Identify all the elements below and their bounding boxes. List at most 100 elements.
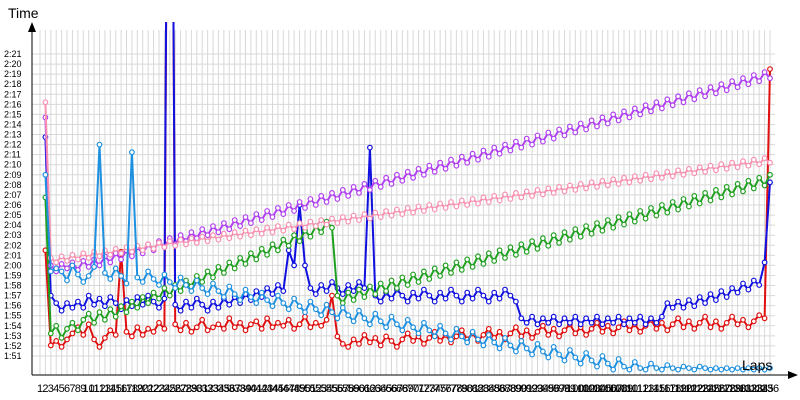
data-point (345, 192, 352, 199)
data-point (648, 108, 654, 115)
data-point (729, 313, 735, 320)
data-point (426, 335, 433, 341)
data-point (680, 363, 687, 370)
y-tick-label: 2:13 (4, 130, 22, 140)
data-point (713, 297, 719, 304)
data-point (210, 223, 216, 230)
x-tick-label: 73 (423, 383, 435, 395)
data-point (734, 321, 741, 328)
y-tick-label: 2:03 (4, 230, 22, 240)
data-point (356, 286, 362, 293)
x-tick-label: 28 (180, 383, 192, 395)
data-point (183, 298, 189, 305)
data-point (421, 171, 427, 178)
data-point (626, 366, 633, 373)
x-tick-label: 97 (553, 383, 565, 395)
x-tick-label: 99 (564, 383, 576, 395)
data-point (572, 313, 579, 320)
data-point (507, 342, 514, 349)
data-point (750, 277, 757, 284)
data-point (361, 315, 368, 322)
data-point (231, 324, 238, 331)
data-point (718, 81, 725, 88)
data-point (496, 328, 503, 335)
data-point (69, 304, 76, 311)
data-point (415, 295, 422, 302)
data-point (388, 277, 395, 284)
data-point (421, 319, 427, 326)
data-point (729, 78, 735, 85)
data-point (188, 235, 195, 242)
data-point (469, 295, 476, 302)
data-point (421, 286, 427, 293)
data-point (350, 336, 357, 343)
data-point (707, 366, 714, 373)
data-point (264, 297, 271, 304)
data-point (485, 325, 492, 332)
data-point (275, 205, 281, 211)
data-point (323, 199, 330, 205)
data-point (172, 285, 179, 292)
data-point (123, 280, 130, 287)
data-point (464, 289, 471, 296)
data-point (480, 332, 487, 338)
y-tick-label: 2:11 (4, 150, 21, 160)
data-point (404, 316, 411, 323)
data-point (691, 170, 698, 177)
data-point (458, 267, 465, 273)
y-tick-label: 2:20 (4, 59, 22, 69)
data-point (523, 188, 530, 195)
x-tick-label: 64 (375, 383, 387, 395)
data-point (280, 236, 287, 243)
data-point (577, 233, 584, 240)
x-tick-label: 133 (745, 383, 763, 395)
x-tick-label: 121 (680, 383, 698, 395)
y-tick-label: 2:12 (4, 140, 22, 150)
data-point (356, 279, 362, 285)
x-tick-label: 4 (53, 383, 59, 395)
data-point (285, 221, 292, 228)
data-point (469, 264, 476, 270)
data-point (134, 294, 141, 301)
data-point (604, 217, 611, 224)
data-point (610, 111, 617, 118)
data-point (691, 192, 698, 199)
data-point (485, 153, 492, 160)
data-point (545, 319, 552, 326)
data-point (702, 313, 708, 320)
data-point (707, 291, 714, 298)
data-point (399, 211, 406, 218)
data-point (372, 209, 379, 216)
data-point (69, 330, 76, 337)
data-point (107, 294, 114, 301)
x-tick-label: 118 (664, 383, 682, 395)
data-point (691, 96, 698, 103)
data-point (723, 183, 730, 190)
data-point (669, 321, 676, 328)
x-tick-label: 101 (572, 383, 590, 395)
data-point (156, 319, 162, 326)
x-tick-label: 54 (320, 383, 332, 395)
data-point (237, 223, 244, 230)
data-point (615, 180, 622, 187)
data-point (377, 280, 384, 287)
data-point (361, 332, 368, 338)
data-point (334, 292, 341, 299)
data-point (199, 316, 206, 323)
data-point (345, 218, 352, 225)
data-point (621, 174, 627, 181)
x-tick-label: 108 (609, 383, 627, 395)
data-point (323, 221, 330, 228)
data-point (567, 236, 573, 243)
data-point (615, 313, 622, 320)
data-point (653, 325, 660, 332)
data-point (58, 335, 65, 341)
data-point (626, 179, 633, 186)
data-point (275, 282, 281, 288)
data-point (540, 315, 546, 322)
x-tick-label: 95 (542, 383, 554, 395)
data-point (210, 274, 216, 281)
data-point (334, 333, 341, 340)
data-point (242, 214, 249, 221)
